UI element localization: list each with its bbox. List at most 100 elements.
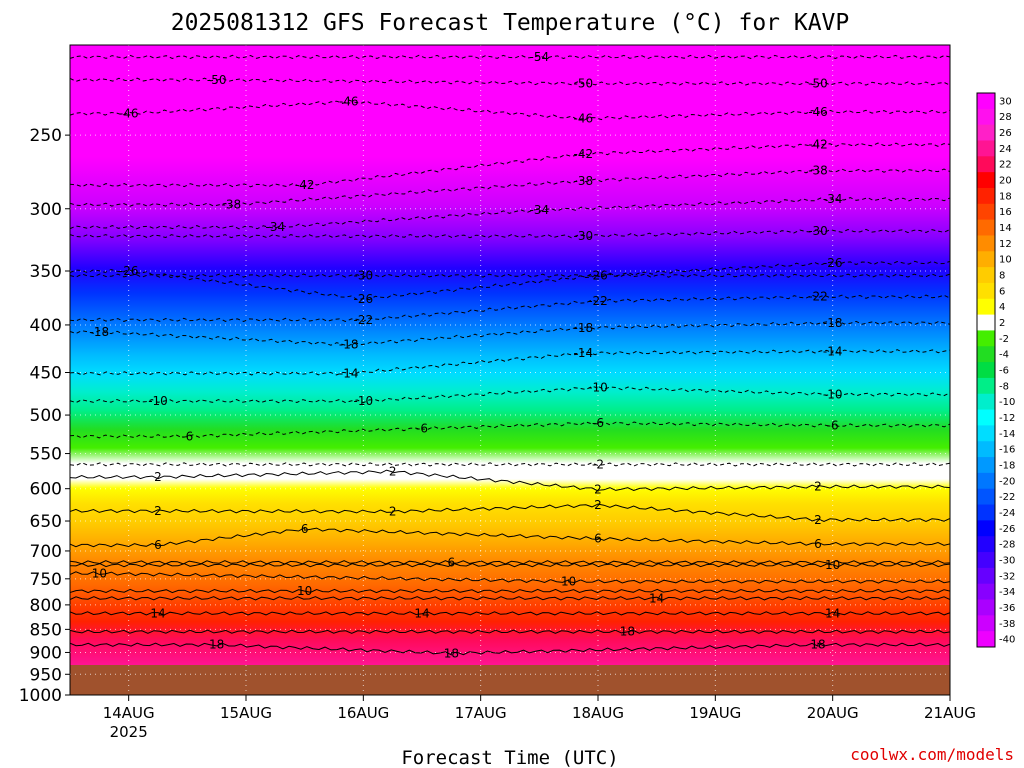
colorbar-swatch [977,504,995,521]
x-tick-label: 16AUG [337,704,389,722]
isotherm-label: 6 [154,538,162,552]
isotherm-line [70,294,950,323]
isotherm-line [70,320,950,347]
colorbar-label: 8 [999,271,1005,282]
isotherm-label: -46 [808,105,828,119]
isotherm-label: 2 [594,498,602,512]
colorbar-label: -24 [999,508,1015,519]
isotherm-label: 18 [209,638,224,652]
colorbar-swatch [977,599,995,616]
isotherm-label: -46 [119,107,139,121]
isotherm-label: 6 [301,522,309,536]
isotherm-label: 2 [154,504,162,518]
colorbar-label: -40 [999,635,1015,646]
colorbar-label: 6 [999,286,1005,297]
colorbar-swatch [977,631,995,648]
y-tick-label: 750 [30,570,62,590]
colorbar-label: -12 [999,413,1015,424]
isotherm-line [70,99,950,121]
isotherm-line [70,385,950,404]
colorbar-label: 28 [999,112,1012,123]
colorbar-swatch [977,536,995,553]
colorbar-label: -20 [999,476,1015,487]
isotherm-label: -30 [808,224,828,238]
isotherm-label: -54 [530,50,550,64]
colorbar-swatch [977,472,995,490]
isotherm-line [70,588,950,594]
colorbar-swatch [977,362,995,379]
isotherm-label: -10 [588,380,608,394]
isotherm-label: 14 [825,606,840,620]
isotherm-label: -22 [588,294,608,308]
isotherm-line [70,142,950,188]
colorbar-label: 10 [999,255,1012,266]
colorbar-label: -2 [999,334,1009,345]
isotherm-label: -38 [574,174,594,188]
plot-area: -54 -50 -50 -50 -46 -46 -46 -46 -42 -42 -42 -38 -38 -… [70,45,950,695]
colorbar-swatch [977,219,995,236]
colorbar-label: -16 [999,445,1015,456]
x-tick-label: 21AUG [924,704,976,722]
isotherm-line [70,526,950,548]
isotherm-line [70,629,950,634]
isotherm-label: -18 [339,338,359,352]
y-tick-label: 450 [30,364,62,384]
isotherm-label: -46 [339,94,359,108]
x-tick-label: 19AUG [689,704,741,722]
colorbar-swatch [977,583,995,601]
y-tick-label: 1000 [19,686,62,706]
isotherm-label: 14 [649,591,664,605]
colorbar-label: -26 [999,524,1015,535]
isotherm-line [70,560,950,565]
isotherm-label: -22 [354,313,374,327]
colorbar-swatch [977,552,995,569]
x-tick-label: 20AUG [807,704,859,722]
colorbar-label: -10 [999,397,1015,408]
isotherm-label: 10 [297,584,312,598]
colorbar-swatch [977,124,995,141]
isotherm-label: 2 [154,470,162,484]
y-tick-label: 950 [30,665,62,685]
colorbar-label: 18 [999,191,1012,202]
isotherm-label: -34 [823,192,843,206]
isotherm-line [70,273,950,278]
isotherm-label: -14 [339,366,359,380]
isotherm-label: -38 [808,164,828,178]
colorbar-swatch [977,520,995,537]
colorbar-label: -6 [999,366,1009,377]
isotherm-label: -10 [354,394,374,408]
colorbar-swatch [977,567,995,585]
isotherm-label: -30 [354,269,374,283]
isotherm-line [70,469,950,492]
y-tick-label: 700 [30,542,62,562]
colorbar-swatch [977,409,995,426]
colorbar-swatch [977,282,995,300]
isotherm-line [70,228,950,239]
y-tick-label: 600 [30,480,62,500]
colorbar-label: -14 [999,429,1015,440]
colorbar-label: -36 [999,603,1015,614]
isotherm-label: -50 [574,76,594,90]
colorbar-label: 14 [999,223,1012,234]
colorbar-swatch [977,346,995,363]
y-tick-label: 650 [30,512,62,532]
colorbar-swatch [977,393,995,411]
isotherm-label: -18 [90,325,110,339]
isotherm-label: -14 [823,344,843,358]
plot-frame [69,44,951,696]
colorbar-swatch [977,187,995,205]
colorbar-swatch [977,314,995,331]
isotherm-label: 6 [448,555,456,569]
colorbar-swatch [977,615,995,632]
isotherm-label: -26 [588,269,608,283]
isotherm-label: 14 [414,606,429,620]
isotherm-label: -6 [827,418,839,432]
colorbar-label: -30 [999,555,1015,566]
x-tick-label: 14AUG [103,704,155,722]
colorbar-label: 30 [999,96,1012,107]
colorbar-swatch [977,93,995,110]
isotherm-line [70,642,950,656]
x-year-label: 2025 [110,723,148,741]
isotherm-label: 10 [92,566,107,580]
colorbar-label: 12 [999,239,1012,250]
